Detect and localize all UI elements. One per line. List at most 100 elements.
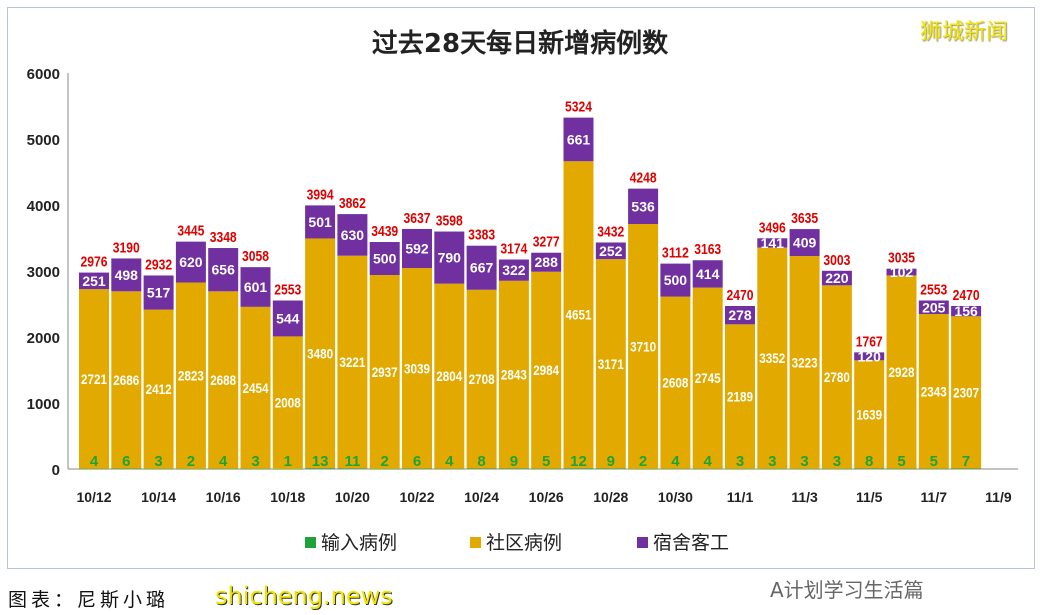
data-label-imported: 4 [671, 453, 680, 470]
bar-dorm [563, 117, 594, 162]
x-tick-label: 10/14 [141, 489, 176, 505]
data-label-community: 4651 [566, 307, 592, 323]
data-label-imported: 4 [445, 453, 454, 470]
data-label-total: 3637 [404, 210, 431, 227]
data-label-community: 2804 [436, 368, 462, 384]
data-label-community: 3223 [792, 354, 818, 370]
data-label-total: 3862 [339, 195, 366, 212]
data-label-dorm: 790 [438, 250, 462, 266]
data-label-imported: 8 [865, 453, 873, 470]
data-label-imported: 2 [381, 453, 389, 470]
brand-logo: 狮城新闻 [920, 20, 1009, 45]
chart-credit: 图表：尼斯小璐 [8, 589, 170, 611]
bar-dorm [628, 188, 659, 225]
bar-imported [854, 468, 885, 469]
data-label-dorm: 517 [147, 285, 171, 301]
data-label-imported: 5 [542, 453, 550, 470]
legend-label: 社区病例 [486, 532, 562, 554]
bar-dorm [272, 300, 303, 337]
y-tick-label: 6000 [27, 66, 60, 83]
bar-imported [821, 468, 852, 470]
data-label-community: 2721 [81, 371, 107, 387]
x-tick-label: 10/12 [76, 489, 111, 505]
data-label-total: 3994 [307, 186, 335, 203]
data-label-dorm: 592 [405, 240, 429, 256]
bar-imported [305, 468, 336, 469]
data-label-imported: 2 [187, 453, 195, 470]
data-label-community: 2189 [727, 389, 753, 405]
data-label-dorm: 414 [696, 266, 720, 282]
bar-dorm [111, 258, 142, 292]
data-label-imported: 4 [704, 453, 713, 470]
data-label-imported: 8 [477, 453, 485, 470]
bar-imported [111, 468, 142, 470]
data-label-dorm: 278 [728, 307, 752, 323]
data-label-dorm: 252 [599, 243, 623, 259]
bar-imported [466, 468, 497, 469]
data-label-imported: 9 [607, 453, 615, 470]
data-label-dorm: 620 [179, 254, 203, 270]
data-label-total: 3598 [436, 213, 463, 230]
data-label-dorm: 251 [82, 273, 106, 289]
data-label-imported: 7 [962, 453, 970, 470]
bar-community [111, 291, 142, 469]
bar-dorm [951, 305, 982, 317]
data-label-total: 2932 [145, 256, 172, 273]
bar-imported [886, 468, 917, 470]
x-tick-label: 11/9 [985, 489, 1012, 505]
data-label-dorm: 220 [825, 270, 849, 286]
bar-imported [272, 468, 303, 470]
data-label-imported: 1 [284, 453, 292, 470]
bar-community [208, 291, 239, 469]
bar-imported [595, 468, 626, 469]
bar-dorm [595, 242, 626, 260]
bar-community [337, 255, 368, 469]
data-label-dorm: 141 [761, 235, 785, 251]
bar-community [789, 256, 820, 469]
bar-dorm [692, 260, 723, 288]
bar-dorm [305, 205, 336, 239]
bar-imported [498, 468, 529, 469]
data-label-dorm: 409 [793, 235, 817, 251]
bar-imported [175, 468, 206, 470]
data-label-dorm: 501 [308, 214, 332, 230]
data-label-community: 3352 [759, 350, 785, 366]
bar-imported [918, 468, 949, 470]
x-tick-label: 10/20 [335, 489, 370, 505]
data-label-dorm: 667 [470, 260, 494, 276]
data-label-dorm: 156 [954, 303, 978, 319]
data-label-imported: 3 [154, 453, 162, 470]
data-label-dorm: 601 [244, 279, 268, 295]
data-label-community: 1639 [856, 406, 882, 422]
bar-community [918, 314, 949, 469]
bar-community [143, 309, 174, 469]
data-label-total: 3635 [791, 210, 818, 227]
bar-community [305, 238, 336, 469]
bar-community [951, 316, 982, 469]
bar-imported [951, 468, 982, 470]
bar-imported [757, 468, 788, 470]
data-label-community: 2745 [695, 370, 721, 386]
data-label-imported: 6 [122, 453, 130, 470]
x-tick-label: 10/16 [206, 489, 241, 505]
x-tick-label: 11/3 [791, 489, 818, 505]
data-label-dorm: 120 [858, 348, 882, 364]
bar-dorm [660, 263, 691, 297]
bar-imported [434, 468, 465, 470]
bar-community [628, 224, 659, 469]
bar-community [660, 296, 691, 469]
x-tick-label: 10/28 [593, 489, 628, 505]
bar-dorm [821, 270, 852, 286]
data-label-community: 2823 [178, 368, 204, 384]
data-label-total: 3496 [759, 219, 786, 236]
data-label-imported: 2 [639, 453, 647, 470]
bar-dorm [79, 272, 109, 290]
chart-title: 过去28天每日新增病例数 [372, 28, 669, 59]
data-label-community: 2688 [210, 372, 236, 388]
data-label-community: 2307 [953, 384, 979, 400]
data-label-community: 3171 [598, 356, 624, 372]
data-label-dorm: 205 [922, 299, 946, 315]
data-label-imported: 11 [344, 453, 360, 470]
bar-community [369, 275, 400, 469]
legend-swatch [305, 537, 316, 548]
